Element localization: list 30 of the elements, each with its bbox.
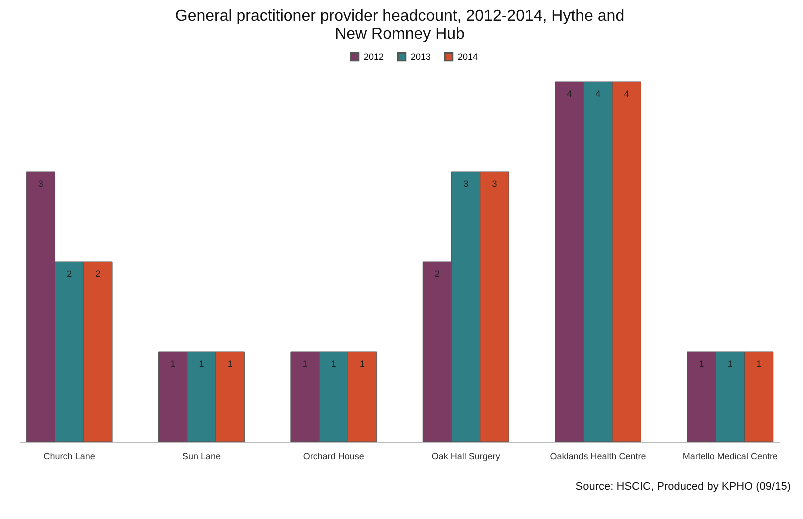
text: General practitioner provider headcount, 2012-2014, Hythe and — [175, 8, 625, 25]
source-note: Source: HSCIC, Produced by KPHO (09/15) — [574, 481, 792, 493]
legend-label: 2014 — [458, 52, 478, 62]
data-label: 1 — [360, 359, 366, 369]
legend-label: 2013 — [411, 52, 432, 62]
x-tick-label: Oak Hall Surgery — [432, 452, 501, 462]
data-label: 3 — [464, 179, 469, 189]
data-label: 1 — [228, 359, 233, 369]
data-label: 1 — [756, 359, 762, 369]
data-label: 3 — [492, 179, 498, 189]
legend-label: 2012 — [364, 52, 384, 62]
data-label: 2 — [96, 269, 101, 279]
data-label: 1 — [728, 359, 733, 369]
x-tick-label: Oaklands Health Centre — [550, 452, 646, 462]
data-label: 2 — [67, 269, 72, 279]
data-label: 1 — [170, 359, 176, 369]
data-label: 1 — [331, 359, 336, 369]
data-label: 3 — [38, 179, 44, 189]
x-tick-label: Church Lane — [44, 452, 96, 462]
data-label: 1 — [699, 359, 704, 369]
data-label: 1 — [302, 359, 308, 369]
data-label: 4 — [567, 89, 572, 99]
x-tick-label: Sun Lane — [182, 452, 222, 462]
text: New Romney Hub — [335, 26, 465, 43]
x-tick-label: Orchard House — [303, 452, 364, 462]
data-label: 4 — [624, 89, 630, 99]
data-label: 2 — [434, 269, 440, 279]
x-tick-label: Martello Medical Centre — [682, 452, 778, 462]
data-label: 1 — [199, 359, 204, 369]
data-label: 4 — [596, 89, 601, 99]
